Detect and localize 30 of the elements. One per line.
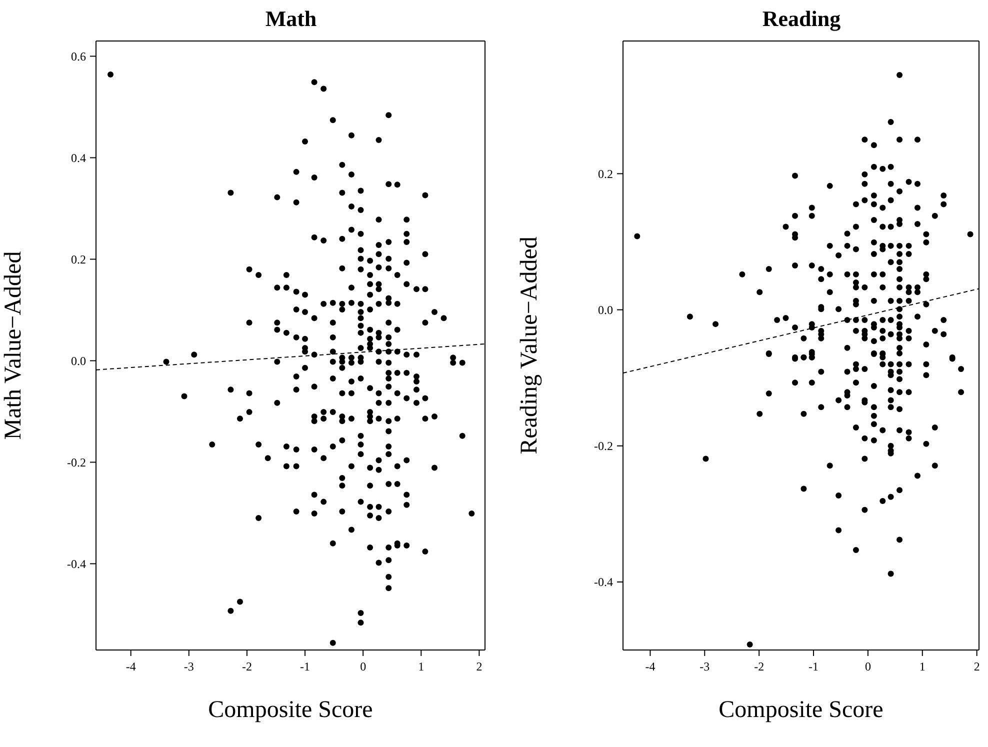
chart-title: Math	[264, 6, 318, 32]
x-tick-label: 0	[864, 660, 871, 674]
x-axis-title: Composite Score	[718, 697, 884, 723]
x-tick-label: -4	[126, 660, 136, 674]
y-tick-label: 0.2	[71, 252, 86, 266]
y-tick-label: -0.2	[594, 439, 613, 454]
x-axis-title: Composite Score	[208, 697, 373, 723]
y-tick-label: -0.4	[67, 556, 86, 571]
y-tick-label: 0.0	[71, 354, 86, 368]
x-tick-label: -3	[700, 660, 710, 674]
y-tick-label: 0.4	[71, 150, 86, 165]
x-tick-label: 1	[919, 660, 926, 674]
y-axis-title: Reading Value−Added	[516, 236, 543, 454]
y-tick-label: 0.6	[71, 49, 86, 64]
x-tick-label: 2	[974, 660, 980, 674]
x-tick-label: 2	[476, 660, 482, 674]
x-tick-label: -2	[754, 660, 764, 674]
y-axis-title: Math Value−Added	[0, 251, 27, 440]
x-tick-label: -3	[184, 660, 194, 674]
x-tick-label: 0	[360, 660, 366, 674]
y-tick-label: -0.4	[594, 575, 613, 590]
x-tick-label: 1	[418, 660, 424, 674]
x-tick-label: -1	[808, 660, 819, 674]
x-tick-label: -4	[645, 660, 656, 674]
y-tick-label: 0.2	[598, 166, 613, 181]
x-tick-label: -2	[242, 660, 252, 674]
x-tick-label: -1	[300, 660, 310, 674]
y-tick-label: 0.0	[598, 303, 613, 318]
chart-title: Reading	[761, 6, 842, 32]
y-tick-label: -0.2	[67, 455, 86, 470]
